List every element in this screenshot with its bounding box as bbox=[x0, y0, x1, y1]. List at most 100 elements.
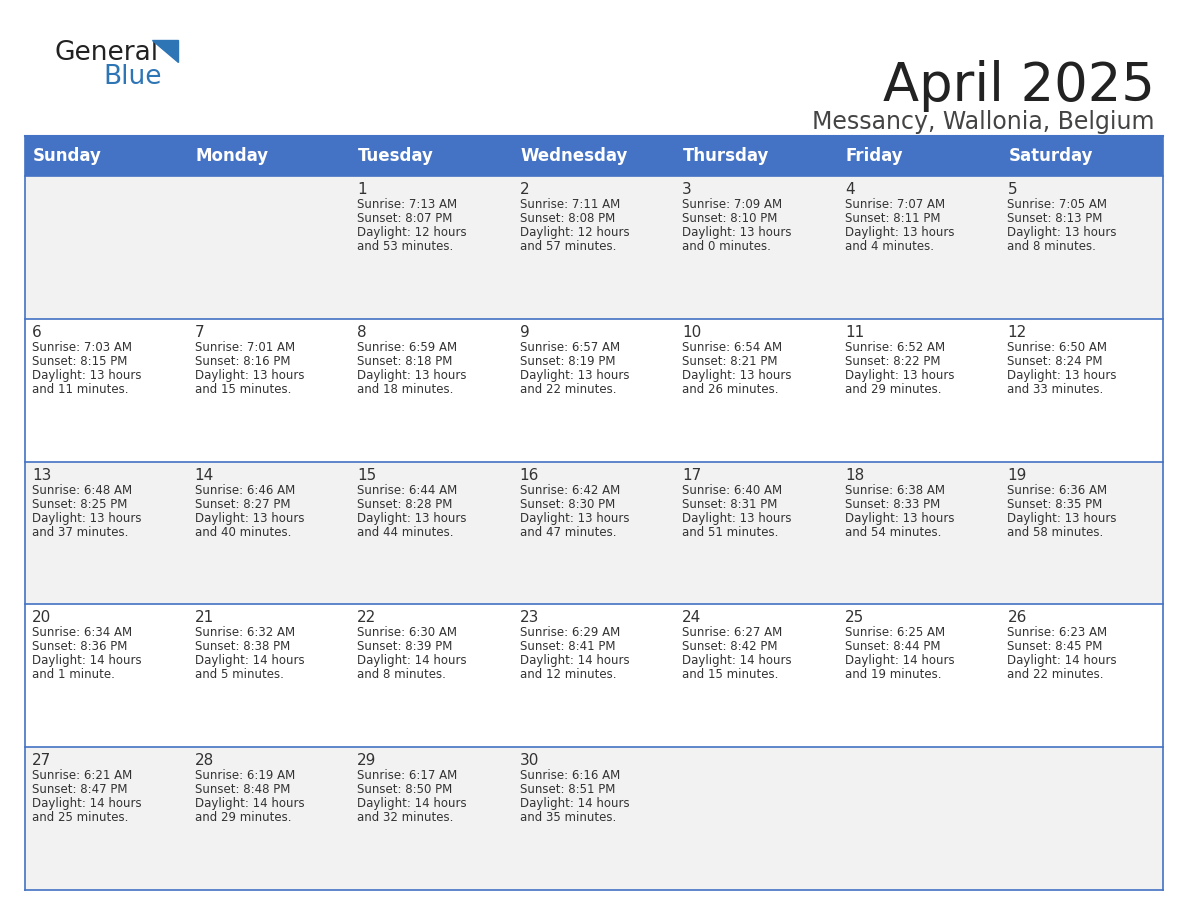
Text: Sunset: 8:16 PM: Sunset: 8:16 PM bbox=[195, 354, 290, 368]
Text: Thursday: Thursday bbox=[683, 147, 770, 165]
Text: Sunset: 8:31 PM: Sunset: 8:31 PM bbox=[682, 498, 778, 510]
Text: 1: 1 bbox=[358, 182, 367, 197]
Text: Sunrise: 7:05 AM: Sunrise: 7:05 AM bbox=[1007, 198, 1107, 211]
Text: Sunrise: 6:23 AM: Sunrise: 6:23 AM bbox=[1007, 626, 1107, 640]
Text: Sunset: 8:15 PM: Sunset: 8:15 PM bbox=[32, 354, 127, 368]
Text: Sunset: 8:07 PM: Sunset: 8:07 PM bbox=[358, 212, 453, 225]
Text: Sunset: 8:39 PM: Sunset: 8:39 PM bbox=[358, 641, 453, 654]
Text: Sunset: 8:24 PM: Sunset: 8:24 PM bbox=[1007, 354, 1102, 368]
Text: Sunset: 8:27 PM: Sunset: 8:27 PM bbox=[195, 498, 290, 510]
Text: Friday: Friday bbox=[846, 147, 904, 165]
Text: and 44 minutes.: and 44 minutes. bbox=[358, 526, 454, 539]
Text: Daylight: 13 hours: Daylight: 13 hours bbox=[195, 369, 304, 382]
Text: 7: 7 bbox=[195, 325, 204, 340]
Text: Daylight: 13 hours: Daylight: 13 hours bbox=[519, 511, 630, 524]
Text: and 22 minutes.: and 22 minutes. bbox=[1007, 668, 1104, 681]
Text: Monday: Monday bbox=[196, 147, 268, 165]
Text: 9: 9 bbox=[519, 325, 530, 340]
Text: 11: 11 bbox=[845, 325, 864, 340]
Text: Daylight: 13 hours: Daylight: 13 hours bbox=[845, 226, 954, 239]
Text: Sunrise: 6:36 AM: Sunrise: 6:36 AM bbox=[1007, 484, 1107, 497]
Text: Sunrise: 6:16 AM: Sunrise: 6:16 AM bbox=[519, 769, 620, 782]
Text: Sunset: 8:18 PM: Sunset: 8:18 PM bbox=[358, 354, 453, 368]
Text: Daylight: 14 hours: Daylight: 14 hours bbox=[519, 655, 630, 667]
Bar bbox=[25, 604, 1163, 747]
Text: 18: 18 bbox=[845, 467, 864, 483]
Text: Daylight: 13 hours: Daylight: 13 hours bbox=[1007, 226, 1117, 239]
Text: Sunset: 8:48 PM: Sunset: 8:48 PM bbox=[195, 783, 290, 796]
Text: Blue: Blue bbox=[103, 64, 162, 90]
Text: Daylight: 13 hours: Daylight: 13 hours bbox=[845, 369, 954, 382]
Text: Sunset: 8:41 PM: Sunset: 8:41 PM bbox=[519, 641, 615, 654]
Text: Sunset: 8:11 PM: Sunset: 8:11 PM bbox=[845, 212, 941, 225]
Text: Sunrise: 6:21 AM: Sunrise: 6:21 AM bbox=[32, 769, 132, 782]
Text: Sunrise: 7:01 AM: Sunrise: 7:01 AM bbox=[195, 341, 295, 353]
Text: Daylight: 14 hours: Daylight: 14 hours bbox=[32, 797, 141, 811]
Text: Sunrise: 6:30 AM: Sunrise: 6:30 AM bbox=[358, 626, 457, 640]
Text: and 12 minutes.: and 12 minutes. bbox=[519, 668, 617, 681]
Text: Sunrise: 6:52 AM: Sunrise: 6:52 AM bbox=[845, 341, 944, 353]
Text: Saturday: Saturday bbox=[1009, 147, 1093, 165]
Text: 27: 27 bbox=[32, 753, 51, 768]
Text: 4: 4 bbox=[845, 182, 854, 197]
Text: and 5 minutes.: and 5 minutes. bbox=[195, 668, 284, 681]
Text: 10: 10 bbox=[682, 325, 702, 340]
Text: and 1 minute.: and 1 minute. bbox=[32, 668, 115, 681]
Text: Sunrise: 6:32 AM: Sunrise: 6:32 AM bbox=[195, 626, 295, 640]
Text: 22: 22 bbox=[358, 610, 377, 625]
Text: Sunrise: 6:27 AM: Sunrise: 6:27 AM bbox=[682, 626, 783, 640]
Text: and 33 minutes.: and 33 minutes. bbox=[1007, 383, 1104, 396]
Text: Sunset: 8:51 PM: Sunset: 8:51 PM bbox=[519, 783, 615, 796]
Text: Sunrise: 6:44 AM: Sunrise: 6:44 AM bbox=[358, 484, 457, 497]
Text: 25: 25 bbox=[845, 610, 864, 625]
Text: and 18 minutes.: and 18 minutes. bbox=[358, 383, 454, 396]
Text: Daylight: 13 hours: Daylight: 13 hours bbox=[682, 226, 791, 239]
Text: Sunrise: 6:29 AM: Sunrise: 6:29 AM bbox=[519, 626, 620, 640]
Text: and 8 minutes.: and 8 minutes. bbox=[1007, 240, 1097, 253]
Text: Sunrise: 6:17 AM: Sunrise: 6:17 AM bbox=[358, 769, 457, 782]
Text: Daylight: 14 hours: Daylight: 14 hours bbox=[519, 797, 630, 811]
Text: Sunrise: 7:07 AM: Sunrise: 7:07 AM bbox=[845, 198, 944, 211]
Text: 8: 8 bbox=[358, 325, 367, 340]
Text: and 29 minutes.: and 29 minutes. bbox=[195, 812, 291, 824]
Text: Sunrise: 6:48 AM: Sunrise: 6:48 AM bbox=[32, 484, 132, 497]
Text: Sunrise: 6:46 AM: Sunrise: 6:46 AM bbox=[195, 484, 295, 497]
Text: Sunset: 8:28 PM: Sunset: 8:28 PM bbox=[358, 498, 453, 510]
Text: 26: 26 bbox=[1007, 610, 1026, 625]
Text: Sunrise: 7:03 AM: Sunrise: 7:03 AM bbox=[32, 341, 132, 353]
Text: Sunrise: 6:57 AM: Sunrise: 6:57 AM bbox=[519, 341, 620, 353]
Text: Sunset: 8:25 PM: Sunset: 8:25 PM bbox=[32, 498, 127, 510]
Text: Daylight: 14 hours: Daylight: 14 hours bbox=[32, 655, 141, 667]
Text: Sunset: 8:10 PM: Sunset: 8:10 PM bbox=[682, 212, 778, 225]
Text: Daylight: 12 hours: Daylight: 12 hours bbox=[358, 226, 467, 239]
Polygon shape bbox=[152, 40, 178, 62]
Text: and 15 minutes.: and 15 minutes. bbox=[195, 383, 291, 396]
Text: 20: 20 bbox=[32, 610, 51, 625]
Text: 24: 24 bbox=[682, 610, 702, 625]
Text: 13: 13 bbox=[32, 467, 51, 483]
Bar bbox=[25, 747, 1163, 890]
Text: Sunset: 8:22 PM: Sunset: 8:22 PM bbox=[845, 354, 941, 368]
Text: and 19 minutes.: and 19 minutes. bbox=[845, 668, 941, 681]
Text: and 32 minutes.: and 32 minutes. bbox=[358, 812, 454, 824]
Text: 19: 19 bbox=[1007, 467, 1026, 483]
Bar bbox=[25, 319, 1163, 462]
Text: and 25 minutes.: and 25 minutes. bbox=[32, 812, 128, 824]
Text: 5: 5 bbox=[1007, 182, 1017, 197]
Text: Sunrise: 6:34 AM: Sunrise: 6:34 AM bbox=[32, 626, 132, 640]
Text: Sunset: 8:13 PM: Sunset: 8:13 PM bbox=[1007, 212, 1102, 225]
Text: 28: 28 bbox=[195, 753, 214, 768]
Text: and 0 minutes.: and 0 minutes. bbox=[682, 240, 771, 253]
Text: Daylight: 13 hours: Daylight: 13 hours bbox=[682, 369, 791, 382]
Text: and 37 minutes.: and 37 minutes. bbox=[32, 526, 128, 539]
Text: Sunrise: 6:38 AM: Sunrise: 6:38 AM bbox=[845, 484, 944, 497]
Text: Daylight: 14 hours: Daylight: 14 hours bbox=[845, 655, 954, 667]
Text: 14: 14 bbox=[195, 467, 214, 483]
Text: General: General bbox=[55, 40, 159, 66]
Text: Daylight: 14 hours: Daylight: 14 hours bbox=[358, 797, 467, 811]
Text: and 26 minutes.: and 26 minutes. bbox=[682, 383, 779, 396]
Text: Daylight: 14 hours: Daylight: 14 hours bbox=[1007, 655, 1117, 667]
Bar bbox=[25, 176, 1163, 319]
Text: Sunrise: 6:25 AM: Sunrise: 6:25 AM bbox=[845, 626, 944, 640]
Text: Daylight: 13 hours: Daylight: 13 hours bbox=[32, 511, 141, 524]
